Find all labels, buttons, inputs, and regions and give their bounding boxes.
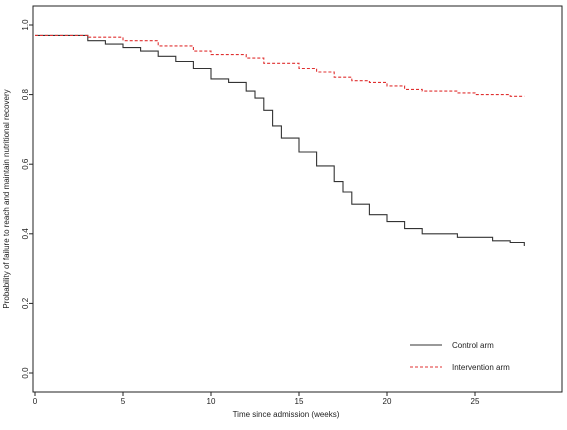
x-tick-label: 20 [383, 397, 392, 406]
plot-frame [32, 5, 563, 393]
x-tick-label: 15 [295, 397, 304, 406]
legend-control-label: Control arm [452, 341, 494, 350]
x-tick-label: 25 [471, 397, 480, 406]
y-axis: 0.0 0.2 0.4 0.6 0.8 1.0 [21, 19, 33, 379]
y-tick-label: 0.2 [21, 297, 30, 309]
x-tick-label: 5 [121, 397, 126, 406]
x-tick-label: 10 [207, 397, 216, 406]
y-tick-label: 0.0 [21, 367, 30, 379]
x-tick-label: 0 [33, 397, 38, 406]
series-intervention-arm-line [35, 34, 525, 97]
y-axis-title: Probability of failure to reach and main… [2, 89, 11, 308]
x-axis: 0 5 10 15 20 25 [33, 392, 480, 406]
y-tick-label: 0.4 [21, 228, 30, 240]
legend: Control arm Intervention arm [410, 341, 510, 372]
y-tick-label: 0.6 [21, 158, 30, 170]
legend-intervention-label: Intervention arm [452, 363, 510, 372]
y-tick-label: 1.0 [21, 19, 30, 31]
series-control-arm-line [35, 34, 525, 246]
series-layer [35, 34, 525, 246]
x-axis-title: Time since admission (weeks) [233, 410, 340, 419]
y-tick-label: 0.8 [21, 88, 30, 100]
